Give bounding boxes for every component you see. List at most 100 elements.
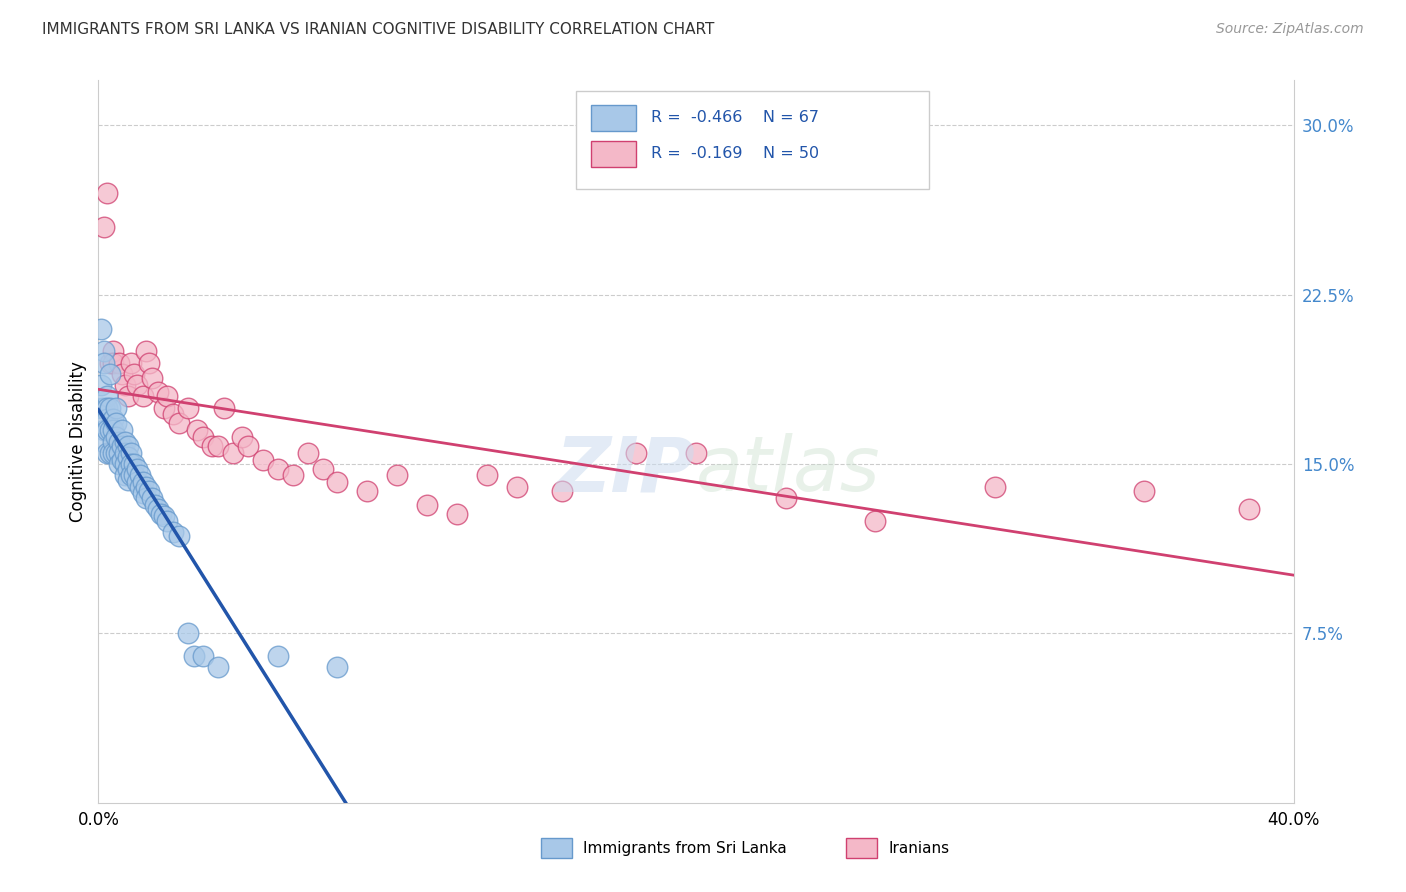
- Point: [111, 423, 134, 437]
- Point: [108, 446, 131, 460]
- Point: [252, 452, 274, 467]
- FancyBboxPatch shape: [576, 91, 929, 189]
- Point: [132, 486, 155, 500]
- Point: [120, 457, 142, 471]
- Point: [108, 434, 131, 449]
- Point: [120, 468, 142, 483]
- Point: [108, 457, 131, 471]
- Point: [98, 423, 122, 437]
- Point: [117, 389, 139, 403]
- Point: [984, 480, 1007, 494]
- Point: [127, 475, 149, 490]
- Point: [117, 461, 139, 475]
- Point: [93, 355, 115, 369]
- Point: [105, 401, 128, 415]
- Point: [297, 446, 319, 460]
- Point: [103, 446, 125, 460]
- Y-axis label: Cognitive Disability: Cognitive Disability: [69, 361, 87, 522]
- Point: [129, 468, 152, 483]
- Point: [93, 344, 115, 359]
- Point: [98, 355, 122, 369]
- Text: Iranians: Iranians: [889, 841, 949, 855]
- Point: [108, 355, 131, 369]
- Text: R =  -0.169    N = 50: R = -0.169 N = 50: [651, 146, 818, 161]
- Point: [550, 484, 572, 499]
- Point: [90, 378, 112, 392]
- Point: [191, 648, 214, 663]
- Point: [135, 344, 157, 359]
- Point: [186, 423, 208, 437]
- Point: [685, 446, 707, 460]
- Point: [114, 434, 136, 449]
- Point: [105, 417, 128, 431]
- FancyBboxPatch shape: [541, 838, 572, 858]
- Point: [124, 457, 146, 471]
- Point: [96, 401, 118, 415]
- Point: [416, 498, 439, 512]
- Point: [148, 502, 170, 516]
- Point: [98, 446, 122, 460]
- Point: [236, 439, 259, 453]
- Point: [141, 491, 163, 505]
- Point: [207, 439, 229, 453]
- Point: [385, 468, 409, 483]
- Point: [162, 524, 184, 539]
- Point: [132, 389, 155, 403]
- Point: [150, 507, 173, 521]
- Point: [148, 384, 170, 399]
- Text: Immigrants from Sri Lanka: Immigrants from Sri Lanka: [583, 841, 787, 855]
- Text: Source: ZipAtlas.com: Source: ZipAtlas.com: [1216, 22, 1364, 37]
- Point: [153, 401, 176, 415]
- Text: IMMIGRANTS FROM SRI LANKA VS IRANIAN COGNITIVE DISABILITY CORRELATION CHART: IMMIGRANTS FROM SRI LANKA VS IRANIAN COG…: [42, 22, 714, 37]
- Point: [96, 389, 118, 403]
- Point: [326, 660, 349, 674]
- Point: [111, 452, 134, 467]
- Point: [127, 461, 149, 475]
- Point: [98, 401, 122, 415]
- Point: [124, 367, 146, 381]
- Point: [475, 468, 498, 483]
- Point: [129, 480, 152, 494]
- Point: [191, 430, 214, 444]
- Point: [96, 412, 118, 426]
- Point: [156, 389, 179, 403]
- Point: [775, 491, 797, 505]
- Point: [162, 408, 184, 422]
- Point: [231, 430, 253, 444]
- Point: [267, 461, 290, 475]
- Point: [105, 446, 128, 460]
- Point: [207, 660, 229, 674]
- Point: [212, 401, 235, 415]
- Point: [167, 417, 190, 431]
- Point: [90, 321, 112, 335]
- Point: [105, 430, 128, 444]
- Point: [311, 461, 333, 475]
- Point: [114, 378, 136, 392]
- Point: [103, 434, 125, 449]
- Point: [201, 439, 224, 453]
- Point: [93, 434, 115, 449]
- FancyBboxPatch shape: [846, 838, 877, 858]
- Point: [93, 423, 115, 437]
- Point: [103, 355, 125, 369]
- Point: [143, 498, 166, 512]
- Point: [96, 423, 118, 437]
- Point: [111, 367, 134, 381]
- Point: [156, 514, 179, 528]
- Point: [103, 344, 125, 359]
- Point: [281, 468, 304, 483]
- FancyBboxPatch shape: [591, 105, 637, 131]
- Text: ZIP: ZIP: [557, 434, 696, 508]
- Point: [865, 514, 887, 528]
- Point: [356, 484, 378, 499]
- FancyBboxPatch shape: [591, 141, 637, 167]
- Text: atlas: atlas: [696, 434, 880, 508]
- Point: [177, 626, 200, 640]
- Point: [103, 423, 125, 437]
- Point: [117, 473, 139, 487]
- Point: [222, 446, 245, 460]
- Point: [141, 371, 163, 385]
- Point: [111, 439, 134, 453]
- Point: [626, 446, 648, 460]
- Point: [114, 446, 136, 460]
